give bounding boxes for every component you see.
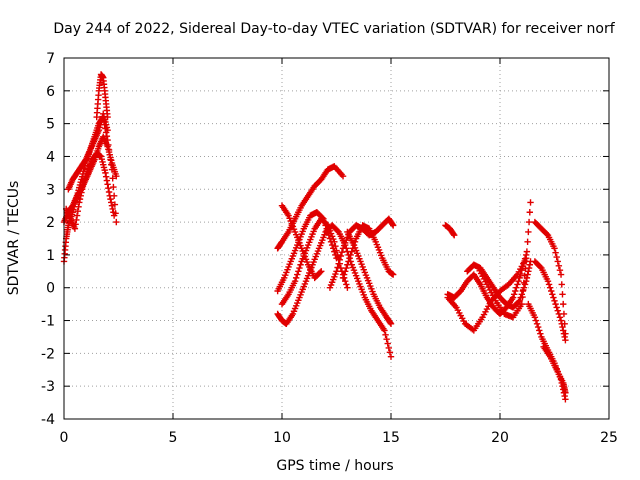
data-point-markers <box>65 110 111 193</box>
x-tick-label: 15 <box>382 430 400 446</box>
x-tick-label: 25 <box>600 430 618 446</box>
y-tick-label: 2 <box>46 215 55 231</box>
series-track-16 <box>444 254 530 334</box>
axis-ticks: 0 5 10 15 20 25 -4 -3 -2 -1 0 1 2 3 4 5 6 7 <box>41 51 618 446</box>
data-points <box>60 71 569 403</box>
series-track-13 <box>278 202 325 282</box>
grid-lines <box>64 58 609 419</box>
x-tick-label: 5 <box>169 430 178 446</box>
series-track-3 <box>62 149 118 232</box>
data-point-markers <box>475 199 534 321</box>
series-track-18 <box>475 199 534 321</box>
y-tick-label: 7 <box>46 51 55 67</box>
data-point-markers <box>274 222 395 360</box>
data-point-markers <box>278 202 325 282</box>
plot-frame <box>63 57 610 420</box>
series-track-6 <box>274 163 347 252</box>
series-track-14 <box>442 222 458 239</box>
y-tick-label: -3 <box>41 379 55 395</box>
data-point-markers <box>540 343 569 396</box>
y-axis-label: SDTVAR / TECUs <box>6 181 22 296</box>
x-tick-label: 20 <box>491 430 509 446</box>
series-track-22 <box>540 343 569 396</box>
y-tick-label: -4 <box>41 412 55 428</box>
y-tick-label: 0 <box>46 281 55 297</box>
data-point-markers <box>274 163 347 252</box>
y-tick-label: 3 <box>46 182 55 198</box>
series-track-17 <box>464 258 534 311</box>
series-track-4 <box>65 110 111 193</box>
x-tick-label: 0 <box>60 430 69 446</box>
data-point-markers <box>442 222 458 239</box>
series-track-12 <box>344 228 395 328</box>
data-point-markers <box>531 258 569 344</box>
series-track-20 <box>531 218 569 337</box>
y-tick-label: -2 <box>41 346 55 362</box>
y-tick-label: 4 <box>46 149 55 165</box>
data-point-markers <box>531 218 569 337</box>
data-point-markers <box>62 149 118 232</box>
chart-title: Day 244 of 2022, Sidereal Day-to-day VTE… <box>53 21 615 37</box>
y-tick-label: 5 <box>46 117 55 133</box>
y-tick-label: -1 <box>41 314 55 330</box>
series-track-8 <box>274 222 395 360</box>
data-point-markers <box>464 258 534 311</box>
y-tick-label: 6 <box>46 84 55 100</box>
data-point-markers <box>444 254 530 334</box>
series-track-21 <box>531 258 569 344</box>
y-tick-label: 1 <box>46 248 55 264</box>
series-track-5 <box>93 71 111 121</box>
x-tick-label: 10 <box>273 430 291 446</box>
x-axis-label: GPS time / hours <box>276 458 393 474</box>
data-point-markers <box>344 228 395 328</box>
data-point-markers <box>93 71 111 121</box>
